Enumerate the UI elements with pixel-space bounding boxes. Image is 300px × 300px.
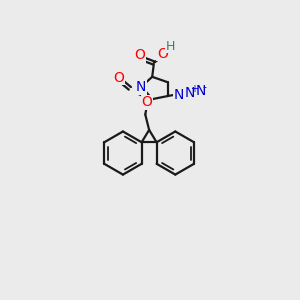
Text: -: -: [202, 82, 207, 93]
Text: N: N: [136, 80, 146, 94]
Text: O: O: [114, 70, 124, 85]
Text: N: N: [196, 84, 206, 98]
Text: O: O: [141, 95, 152, 109]
Text: N: N: [174, 88, 184, 101]
Text: N: N: [185, 86, 195, 100]
Text: H: H: [166, 40, 175, 52]
Text: +: +: [190, 84, 198, 94]
Text: O: O: [134, 48, 145, 62]
Text: O: O: [157, 47, 168, 61]
